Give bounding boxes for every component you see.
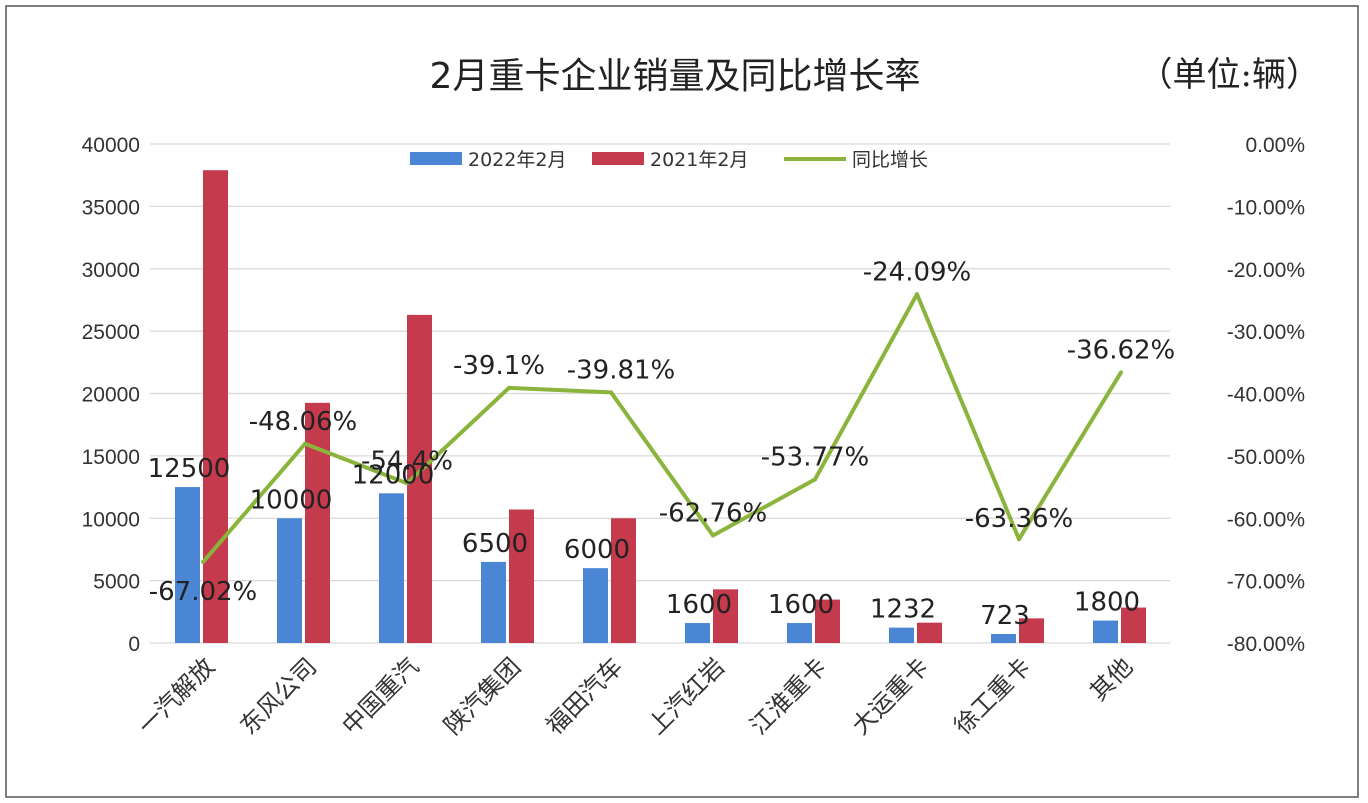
bar-2022 bbox=[379, 493, 404, 643]
growth-point bbox=[1119, 370, 1123, 375]
growth-value-label: -48.06% bbox=[249, 407, 358, 437]
growth-value-label: -36.62% bbox=[1067, 335, 1176, 365]
bar-2021 bbox=[203, 170, 228, 643]
bar-2021 bbox=[815, 599, 840, 643]
bar-2022 bbox=[991, 633, 1016, 643]
growth-value-label: -54.4% bbox=[361, 446, 453, 476]
bar-2022 bbox=[175, 487, 200, 643]
growth-value-label: -53.77% bbox=[761, 442, 870, 472]
bar-2022 bbox=[1093, 620, 1118, 643]
legend-label-2022: 2022年2月 bbox=[468, 149, 566, 171]
right-tick-label: -10.00% bbox=[1227, 196, 1305, 219]
growth-point bbox=[609, 390, 613, 395]
bar-value-label: 1600 bbox=[768, 590, 834, 620]
right-tick-label: 0.00% bbox=[1245, 134, 1305, 157]
bar-2022 bbox=[889, 627, 914, 643]
left-tick-label: 5000 bbox=[93, 571, 140, 594]
bar-2021 bbox=[1019, 618, 1044, 643]
growth-line-path bbox=[201, 292, 1123, 564]
left-tick-label: 15000 bbox=[82, 446, 140, 469]
growth-value-label: -62.76% bbox=[659, 498, 768, 528]
bar-value-label: 12000 bbox=[352, 460, 435, 490]
legend: 2022年2月 2021年2月 同比增长 bbox=[410, 149, 928, 171]
right-tick-label: -70.00% bbox=[1227, 571, 1305, 594]
growth-point bbox=[711, 533, 715, 538]
bar-value-label: 12500 bbox=[148, 454, 231, 484]
left-tick-label: 0 bbox=[128, 633, 140, 656]
left-tick-label: 20000 bbox=[82, 384, 140, 407]
chart-title: 2月重卡企业销量及同比增长率 bbox=[430, 56, 921, 97]
bar-2021 bbox=[305, 402, 330, 643]
left-tick-label: 25000 bbox=[82, 321, 140, 344]
bar-2021 bbox=[611, 518, 636, 643]
right-tick-label: -20.00% bbox=[1227, 259, 1305, 282]
growth-value-label: -67.02% bbox=[149, 577, 258, 607]
legend-label-growth: 同比增长 bbox=[852, 149, 928, 171]
right-tick-label: -60.00% bbox=[1227, 508, 1305, 531]
right-tick-label: -50.00% bbox=[1227, 446, 1305, 469]
right-tick-label: -80.00% bbox=[1227, 633, 1305, 656]
left-axis: 0 5000 10000 15000 20000 25000 30000 35000 40000 bbox=[82, 134, 140, 656]
bar-value-label: 1800 bbox=[1074, 588, 1140, 618]
growth-value-label: -63.36% bbox=[965, 504, 1074, 534]
bar-value-label: 1232 bbox=[870, 595, 936, 625]
left-tick-label: 35000 bbox=[82, 196, 140, 219]
growth-value-label: -24.09% bbox=[863, 257, 972, 287]
left-tick-label: 10000 bbox=[82, 508, 140, 531]
left-tick-label: 40000 bbox=[82, 134, 140, 157]
bar-2021 bbox=[713, 589, 738, 643]
right-tick-label: -30.00% bbox=[1227, 321, 1305, 344]
right-tick-label: -40.00% bbox=[1227, 384, 1305, 407]
right-axis: -80.00% -70.00% -60.00% -50.00% -40.00% -30.0… bbox=[1227, 134, 1305, 656]
left-tick-label: 30000 bbox=[82, 259, 140, 282]
bar-2021 bbox=[917, 622, 942, 643]
bar-2021 bbox=[509, 509, 534, 643]
data-labels: 12500 10000 12000 6500 6000 1600 1600 1232 723 18… bbox=[148, 257, 1176, 631]
bars bbox=[175, 170, 1146, 643]
growth-point bbox=[405, 481, 409, 486]
bar-value-label: 10000 bbox=[250, 485, 333, 515]
legend-swatch-2022 bbox=[410, 152, 462, 165]
growth-point bbox=[303, 441, 307, 446]
growth-value-label: -39.1% bbox=[453, 351, 545, 381]
bar-2022 bbox=[583, 568, 608, 643]
growth-point bbox=[507, 385, 511, 390]
bar-2021 bbox=[1121, 607, 1146, 643]
growth-point bbox=[813, 477, 817, 482]
bar-2022 bbox=[787, 623, 812, 643]
chart-border bbox=[5, 5, 1359, 798]
legend-swatch-2021 bbox=[592, 152, 644, 165]
legend-label-2021: 2021年2月 bbox=[650, 149, 748, 171]
growth-point bbox=[915, 292, 919, 297]
growth-point bbox=[1017, 537, 1021, 542]
bar-2022 bbox=[277, 518, 302, 643]
growth-point bbox=[201, 560, 205, 565]
unit-note: （单位:辆） bbox=[1139, 55, 1320, 95]
bar-value-label: 723 bbox=[980, 601, 1030, 631]
bar-value-label: 6000 bbox=[564, 535, 630, 565]
bar-2022 bbox=[685, 623, 710, 643]
growth-value-label: -39.81% bbox=[567, 355, 676, 385]
bar-value-label: 1600 bbox=[666, 590, 732, 620]
bar-2022 bbox=[481, 561, 506, 643]
bar-value-label: 6500 bbox=[462, 529, 528, 559]
growth-line bbox=[201, 292, 1123, 565]
